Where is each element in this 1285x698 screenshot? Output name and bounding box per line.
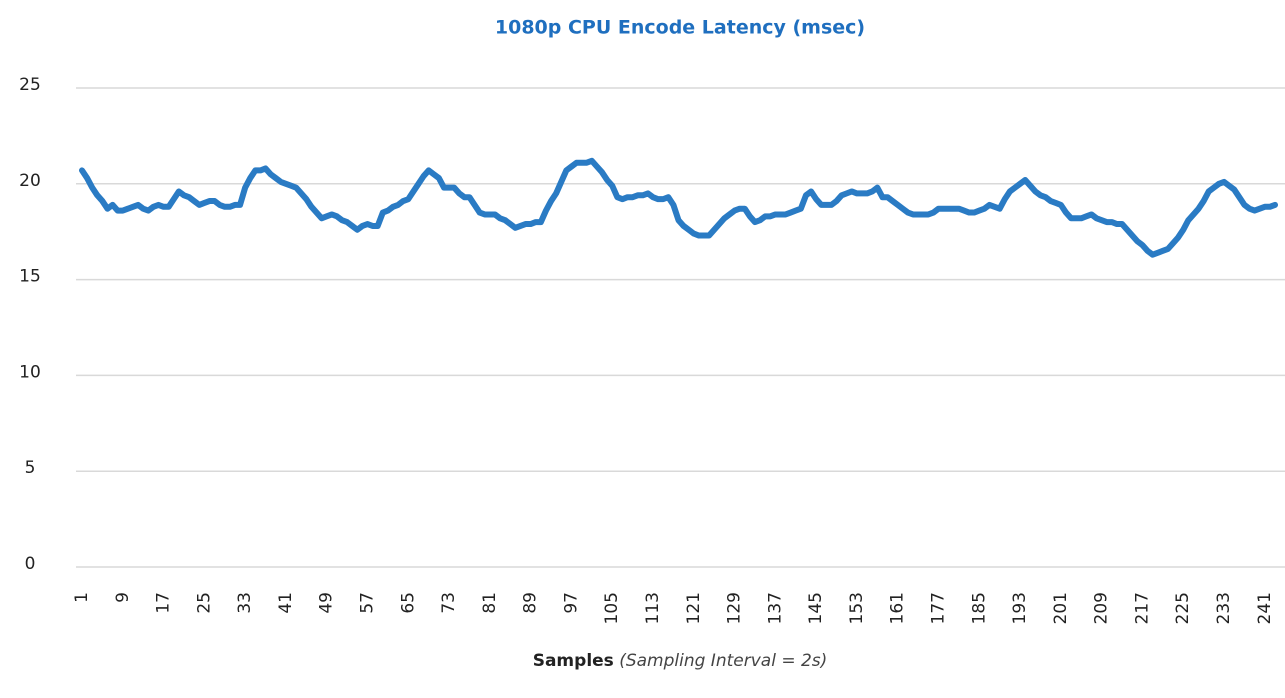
x-tick-label: 17: [154, 592, 174, 614]
x-tick-label: 57: [358, 592, 378, 614]
y-tick-label: 25: [19, 75, 41, 95]
x-tick-label: 89: [521, 592, 541, 614]
x-tick-label: 25: [194, 592, 214, 614]
x-tick-label: 185: [969, 592, 989, 624]
x-tick-label: 41: [276, 592, 296, 614]
x-tick-label: 145: [806, 592, 826, 624]
x-tick-label: 233: [1214, 592, 1234, 624]
x-tick-label: 9: [113, 592, 133, 603]
x-tick-label: 241: [1255, 592, 1275, 624]
x-tick-label: 209: [1092, 592, 1112, 624]
data-line: [79, 157, 1278, 258]
y-tick-label: 5: [25, 458, 36, 478]
x-tick-label: 193: [1010, 592, 1030, 624]
x-tick-label: 1: [72, 592, 92, 603]
x-tick-label: 81: [480, 592, 500, 614]
x-tick-label: 121: [684, 592, 704, 624]
x-tick-label: 73: [439, 592, 459, 614]
x-tick-label: 97: [561, 592, 581, 614]
x-axis-title: Samples (Sampling Interval = 2s): [533, 651, 828, 671]
x-tick-label: 161: [888, 592, 908, 624]
x-tick-label: 201: [1051, 592, 1071, 624]
x-tick-label: 217: [1132, 592, 1152, 624]
y-tick-label: 15: [19, 267, 41, 287]
y-tick-label: 0: [25, 554, 36, 574]
x-tick-label: 33: [235, 592, 255, 614]
x-tick-label: 113: [643, 592, 663, 624]
x-tick-label: 65: [398, 592, 418, 614]
x-tick-label: 153: [847, 592, 867, 624]
x-tick-label: 49: [317, 592, 337, 614]
x-axis-note: (Sampling Interval = 2s): [619, 651, 827, 671]
chart-title: 1080p CPU Encode Latency (msec): [495, 17, 865, 39]
y-tick-label: 20: [19, 171, 41, 191]
x-tick-label: 177: [929, 592, 949, 624]
x-axis-label: Samples: [533, 651, 614, 671]
x-tick-label: 225: [1173, 592, 1193, 624]
x-tick-label: 137: [765, 592, 785, 624]
x-tick-label: 129: [725, 592, 745, 624]
y-tick-label: 10: [19, 362, 41, 382]
x-tick-label: 105: [602, 592, 622, 624]
